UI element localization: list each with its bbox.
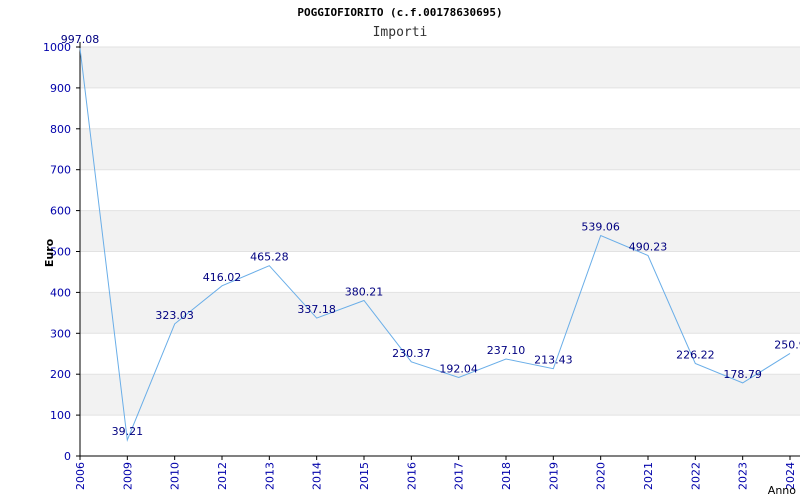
chart-subtitle: Importi bbox=[372, 25, 428, 40]
data-label: 230.37 bbox=[392, 347, 431, 360]
y-tick-label: 1000 bbox=[43, 41, 71, 54]
grid-band bbox=[80, 292, 800, 334]
data-label: 997.08 bbox=[61, 33, 100, 46]
data-label: 178.79 bbox=[723, 368, 762, 381]
x-tick-label: 2006 bbox=[74, 462, 87, 490]
data-label: 337.18 bbox=[297, 303, 336, 316]
x-tick-label: 2018 bbox=[500, 462, 513, 490]
data-label: 465.28 bbox=[250, 251, 289, 264]
x-tick-label: 2019 bbox=[547, 462, 560, 490]
y-tick-label: 100 bbox=[50, 409, 71, 422]
x-tick-label: 2016 bbox=[405, 462, 418, 490]
data-label: 323.03 bbox=[155, 309, 194, 322]
x-tick-label: 2013 bbox=[263, 462, 276, 490]
data-label: 237.10 bbox=[487, 344, 526, 357]
y-tick-label: 900 bbox=[50, 82, 71, 95]
x-tick-label: 2022 bbox=[689, 462, 702, 490]
data-label: 250.9 bbox=[774, 338, 800, 351]
y-tick-label: 700 bbox=[50, 164, 71, 177]
x-tick-label: 2012 bbox=[216, 462, 229, 490]
data-label: 192.04 bbox=[439, 362, 478, 375]
data-label: 539.06 bbox=[581, 221, 620, 234]
grid-band bbox=[80, 47, 800, 88]
x-tick-label: 2010 bbox=[169, 462, 182, 490]
data-label: 39.21 bbox=[112, 425, 144, 438]
grid-band bbox=[80, 210, 800, 252]
grid-bands bbox=[80, 47, 800, 416]
series-line bbox=[79, 48, 791, 442]
x-axis-ticks: 2006 2009 2010 2012 2013 2014 2015 2016 2017 2018… bbox=[74, 456, 797, 490]
x-tick-label: 2014 bbox=[311, 462, 324, 490]
data-label: 490.23 bbox=[629, 240, 668, 253]
x-tick-label: 2015 bbox=[358, 462, 371, 490]
series-group bbox=[79, 48, 791, 442]
grid-lines bbox=[80, 46, 800, 416]
data-labels-group: 997.08 39.21 323.03 416.02 465.28 337.18 380.2… bbox=[61, 33, 800, 438]
data-label: 213.43 bbox=[534, 354, 573, 367]
x-tick-label: 2020 bbox=[595, 462, 608, 490]
chart-title: POGGIOFIORITO (c.f.00178630695) bbox=[297, 6, 503, 19]
x-axis-label: Anno bbox=[768, 484, 796, 497]
y-axis-label: Euro bbox=[43, 238, 56, 267]
data-label: 380.21 bbox=[345, 285, 384, 298]
y-tick-label: 0 bbox=[64, 450, 71, 463]
grid-band bbox=[80, 374, 800, 416]
y-tick-label: 500 bbox=[50, 246, 71, 259]
data-label: 416.02 bbox=[203, 271, 242, 284]
y-tick-label: 200 bbox=[50, 368, 71, 381]
y-tick-label: 400 bbox=[50, 286, 71, 299]
data-label: 226.22 bbox=[676, 348, 715, 361]
y-tick-label: 800 bbox=[50, 123, 71, 136]
axes bbox=[79, 42, 800, 457]
y-tick-label: 600 bbox=[50, 205, 71, 218]
x-tick-label: 2023 bbox=[737, 462, 750, 490]
y-tick-label: 300 bbox=[50, 327, 71, 340]
x-tick-label: 2009 bbox=[121, 462, 134, 490]
grid-band bbox=[80, 128, 800, 170]
x-tick-label: 2021 bbox=[642, 462, 655, 490]
x-tick-label: 2017 bbox=[453, 462, 466, 490]
x-tick-label: 2024 bbox=[784, 462, 797, 490]
y-axis-ticks: 0 100 200 300 400 500 600 700 800 900 1000 bbox=[43, 41, 80, 463]
